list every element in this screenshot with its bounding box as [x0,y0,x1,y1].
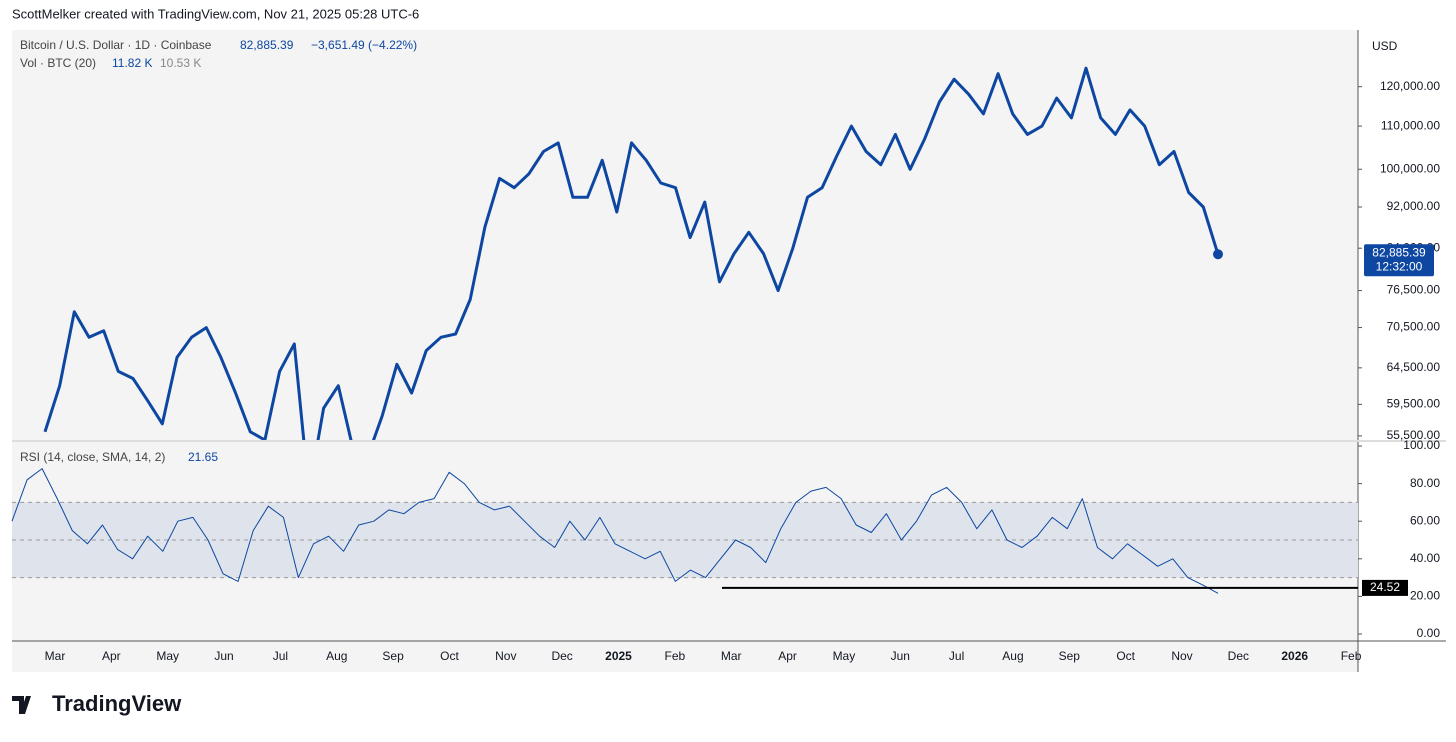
x-tick-label: Feb [665,649,686,663]
x-tick-label: Oct [440,649,459,663]
volume-value: 11.82 K [112,56,152,70]
last-price: 82,885.39 [240,38,294,52]
y-tick-label: 80.00 [1410,476,1440,490]
x-tick-label: Apr [778,649,797,663]
volume-ma: 10.53 K [160,56,201,70]
currency: USD [1372,39,1398,53]
x-tick-label: Feb [1341,649,1362,663]
support-label: 24.52 [1370,580,1400,594]
y-tick-label: 40.00 [1410,551,1440,565]
rsi-value: 21.65 [188,450,218,464]
x-tick-label: Jul [949,649,964,663]
support-badge [1362,579,1408,596]
y-tick-label: 60.00 [1410,513,1440,527]
countdown: 12:32:00 [1376,259,1423,273]
change: −3,651.49 (−4.22%) [311,38,417,52]
y-tick-label: 110,000.00 [1381,118,1440,132]
volume-label: Vol · BTC (20) [20,56,96,70]
y-tick-label: 0.00 [1417,626,1441,640]
last-point [1213,249,1223,260]
line [11,468,1219,594]
y-tick-label: 70,500.00 [1387,320,1441,334]
x-tick-label: Oct [1116,649,1135,663]
y-tick-label: 120,000.00 [1380,79,1440,93]
header: ScottMelker created with TradingView.com… [12,6,419,21]
x-tick-label: Nov [495,649,516,663]
x-tick-label: Sep [1059,649,1081,663]
y-tick-label: 100.00 [1403,438,1440,452]
price-badge [1364,244,1434,277]
y-tick-label: 92,000.00 [1387,199,1441,213]
line [43,66,1220,440]
x-tick-label: Apr [102,649,121,663]
x-tick-label: Dec [1228,649,1249,663]
x-tick-label: Sep [382,649,404,663]
x-tick-label: Jun [214,649,233,663]
x-tick-label: Aug [326,649,347,663]
x-tick-label: 2025 [605,649,632,663]
x-tick-label: May [833,649,856,663]
x-tick-label: Jun [891,649,910,663]
x-tick-label: Mar [45,649,66,663]
legend: Bitcoin / U.S. Dollar · 1D · Coinbase 82… [20,38,417,464]
y-tick-label: 64,500.00 [1387,360,1441,374]
y-tick-label: 76,500.00 [1387,283,1441,297]
x-tick-label: Mar [721,649,742,663]
logo: TradingView [12,691,182,716]
x-tick-label: 2026 [1281,649,1308,663]
y-tick-label: 20.00 [1410,589,1440,603]
rsi-label: RSI (14, close, SMA, 14, 2) [20,450,165,464]
brand: TradingView [52,691,182,716]
x-tick-label: May [156,649,179,663]
price-badge-label: 82,885.39 [1372,245,1426,259]
price-axis-bg [1358,30,1446,672]
symbol: Bitcoin / U.S. Dollar · 1D · Coinbase [20,38,212,52]
x-tick-label: Dec [551,649,572,663]
y-tick-label: 59,500.00 [1387,397,1441,411]
x-tick-label: Nov [1171,649,1192,663]
y-tick-label: 100,000.00 [1380,161,1440,175]
x-tick-label: Jul [273,649,288,663]
y-tick-label: 55,500.00 [1387,428,1441,442]
x-tick-label: Aug [1002,649,1023,663]
